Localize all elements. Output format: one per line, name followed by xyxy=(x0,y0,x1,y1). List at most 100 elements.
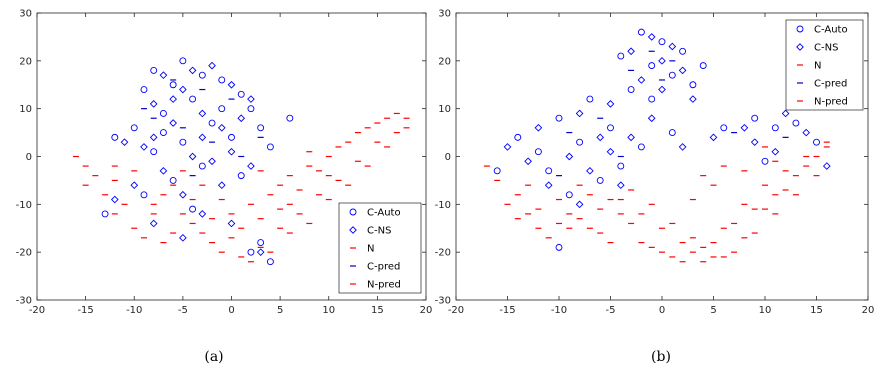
x-tick-label: 5 xyxy=(710,305,716,316)
chart-panel-1: -20 -15 -10 -5 0 5 10 15 20-30-20-100102030C-Aut… xyxy=(16,9,433,366)
series-c-auto xyxy=(101,57,294,266)
data-point xyxy=(596,176,604,184)
data-point xyxy=(750,138,759,146)
data-point xyxy=(189,205,197,213)
subfigure-caption: (a) xyxy=(204,349,223,365)
series-c-pred xyxy=(556,50,789,177)
y-tick-label: 30 xyxy=(19,9,32,20)
data-point xyxy=(227,219,236,228)
data-point xyxy=(544,181,553,190)
data-point xyxy=(565,191,573,199)
data-point xyxy=(150,148,158,156)
legend: C-Auto C-NS N C-pred N-pred xyxy=(338,202,422,294)
data-point xyxy=(637,28,645,36)
legend-label: C-NS xyxy=(814,43,838,54)
data-point xyxy=(189,95,197,103)
x-tick-label: 15 xyxy=(371,305,384,316)
series-n xyxy=(72,112,410,258)
data-point xyxy=(761,157,769,165)
data-point xyxy=(257,124,265,132)
data-point xyxy=(503,143,512,151)
y-tick-label: 20 xyxy=(19,56,32,67)
data-point xyxy=(179,233,187,242)
y-tick-label: -20 xyxy=(435,248,451,259)
x-tick-label: 0 xyxy=(659,305,665,316)
data-point xyxy=(689,95,697,103)
y-tick-label: -30 xyxy=(435,296,451,307)
series-c-pred xyxy=(140,79,264,177)
y-tick-label: 0 xyxy=(26,152,32,163)
x-tick-label: 10 xyxy=(322,305,335,316)
series-n-pred xyxy=(494,146,830,263)
data-point xyxy=(257,239,265,247)
legend-label: N-pred xyxy=(367,280,401,291)
data-point xyxy=(227,147,236,156)
data-point xyxy=(237,172,245,180)
data-point xyxy=(266,258,274,266)
series-n-pred xyxy=(82,117,410,263)
legend-label: C-pred xyxy=(367,262,400,273)
y-tick-label: 20 xyxy=(438,56,451,67)
data-point xyxy=(534,148,542,156)
data-point xyxy=(658,38,666,46)
x-tick-label: 20 xyxy=(862,305,875,316)
data-point xyxy=(792,119,800,127)
data-point xyxy=(648,62,656,70)
data-point xyxy=(247,162,255,170)
x-tick-label: 5 xyxy=(277,305,283,316)
data-point xyxy=(658,56,666,65)
data-point xyxy=(575,200,584,209)
y-tick-label: 30 xyxy=(438,9,451,20)
x-tick-label: 20 xyxy=(420,305,433,316)
series-c-ns xyxy=(503,33,831,209)
legend-marker xyxy=(796,25,804,33)
x-tick-label: 15 xyxy=(810,305,823,316)
data-point xyxy=(286,114,294,122)
data-point xyxy=(130,124,138,132)
data-point xyxy=(648,95,656,103)
data-point xyxy=(237,90,245,98)
data-point xyxy=(198,109,207,118)
data-point xyxy=(198,162,206,170)
data-point xyxy=(218,105,226,113)
data-point xyxy=(217,181,226,190)
data-point xyxy=(218,76,226,84)
data-point xyxy=(607,124,614,132)
data-point xyxy=(637,143,645,151)
legend-label: N xyxy=(367,244,374,255)
data-point xyxy=(169,119,177,127)
data-point xyxy=(237,114,246,123)
legend-marker xyxy=(349,226,357,234)
data-point xyxy=(169,95,177,103)
data-point xyxy=(668,71,676,79)
data-point xyxy=(627,47,635,56)
data-point xyxy=(188,66,197,75)
data-point xyxy=(247,95,255,103)
data-point xyxy=(524,157,532,166)
data-point xyxy=(111,133,119,141)
data-point xyxy=(169,81,177,89)
data-point xyxy=(555,243,563,251)
data-point xyxy=(709,133,718,142)
data-point xyxy=(637,76,646,84)
x-tick-label: -5 xyxy=(606,305,616,316)
data-point xyxy=(198,133,207,142)
data-point xyxy=(668,42,677,51)
data-point xyxy=(217,123,226,132)
data-point xyxy=(149,219,158,228)
data-point xyxy=(627,86,635,93)
data-point xyxy=(169,176,177,184)
data-point xyxy=(771,124,779,132)
data-point xyxy=(149,133,158,142)
data-point xyxy=(678,66,687,75)
data-point xyxy=(227,80,236,89)
data-point xyxy=(740,123,749,132)
x-tick-label: -20 xyxy=(29,305,45,316)
data-point xyxy=(159,71,168,80)
data-point xyxy=(679,47,687,55)
legend-label: C-pred xyxy=(814,79,847,90)
data-point xyxy=(188,152,197,161)
data-point xyxy=(647,114,656,123)
data-point xyxy=(179,190,187,199)
data-point xyxy=(668,129,676,137)
